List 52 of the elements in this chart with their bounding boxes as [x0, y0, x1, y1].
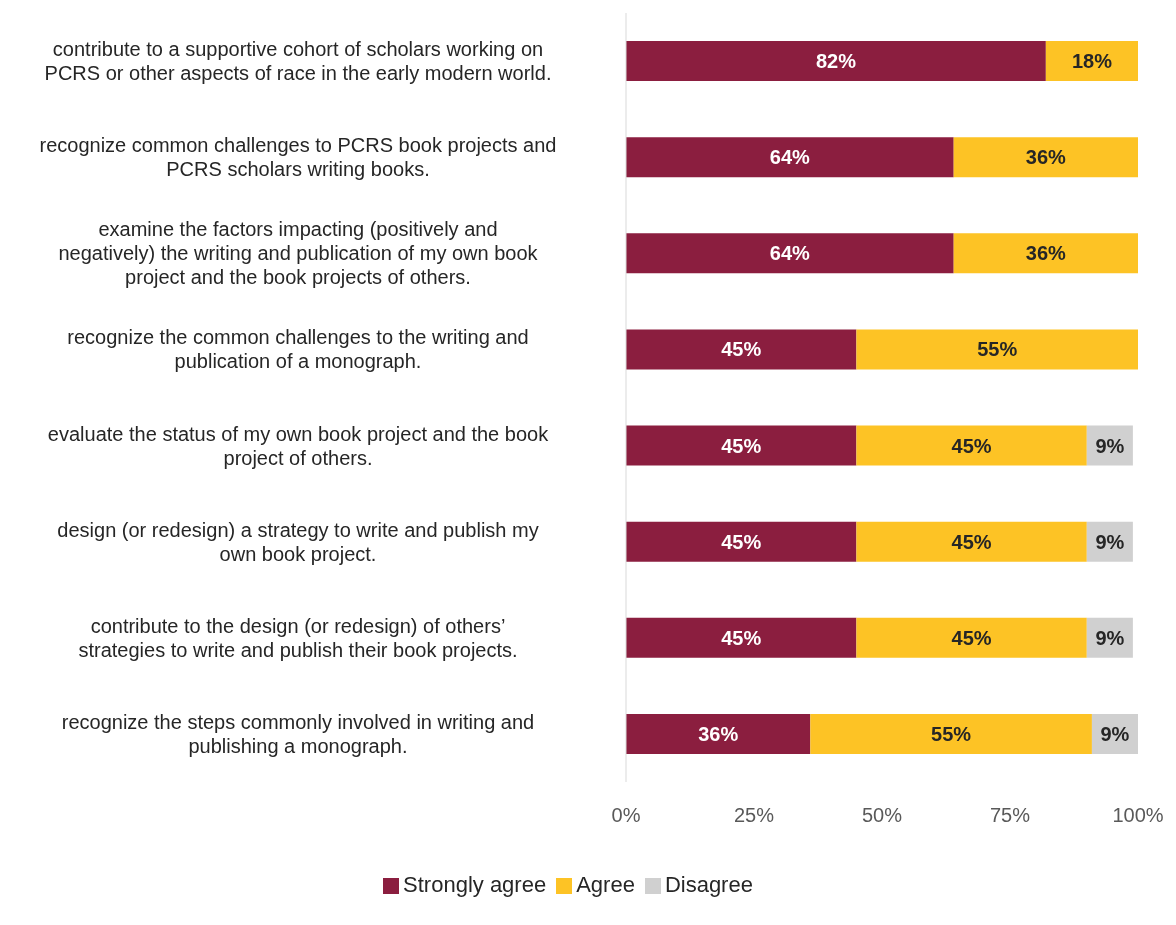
- data-label: 45%: [721, 338, 762, 361]
- data-label: 9%: [1095, 530, 1125, 553]
- bar: [626, 713, 811, 754]
- data-label: 55%: [931, 722, 972, 745]
- bar: [1045, 41, 1138, 81]
- bar: [856, 521, 1087, 562]
- data-label: 45%: [721, 434, 762, 457]
- y-tick-label: design (or redesign) a strategy to write and publish my own book project.: [57, 518, 539, 565]
- data-label: 45%: [721, 530, 762, 553]
- data-label: 9%: [1095, 626, 1125, 649]
- x-tick-label: 100%: [1112, 804, 1164, 827]
- y-tick-label: recognize the steps commonly involved in writing and publishing a monograph.: [61, 710, 535, 757]
- legend-label: Disagree: [664, 872, 753, 897]
- x-tick-label: 50%: [861, 804, 903, 827]
- bar: [626, 521, 857, 562]
- y-tick-label: contribute to a supportive cohort of scholars working on PCRS or other aspects of race in the early modern world.: [44, 38, 552, 85]
- y-tick-label: recognize the common challenges to the writing and publication of a monograph.: [67, 326, 529, 373]
- data-label: 64%: [769, 242, 811, 265]
- data-label: 36%: [1025, 242, 1067, 265]
- data-label: 45%: [721, 626, 762, 649]
- bar: [626, 41, 1046, 81]
- data-label: 45%: [951, 434, 992, 457]
- x-tick-label: 0%: [611, 804, 641, 827]
- x-tick-label: 75%: [989, 804, 1031, 827]
- bar: [626, 233, 954, 274]
- bar: [810, 713, 1092, 754]
- data-label: 64%: [769, 146, 811, 169]
- bar: [626, 617, 857, 658]
- data-label: 45%: [951, 626, 992, 649]
- legend-label: Strongly agree: [403, 872, 547, 897]
- bar: [953, 233, 1138, 274]
- bar: [626, 137, 954, 178]
- data-label: 36%: [698, 722, 739, 745]
- bar: [856, 425, 1087, 466]
- bar: [626, 329, 857, 370]
- y-tick-label: contribute to the design (or redesign) of others’ strategies to write and publish their book projects.: [78, 614, 518, 661]
- y-tick-label: recognize common challenges to PCRS book projects and PCRS scholars writing books.: [39, 134, 557, 181]
- bar: [953, 137, 1138, 178]
- bar: [856, 617, 1087, 658]
- data-label: 9%: [1095, 434, 1125, 457]
- data-label: 18%: [1071, 50, 1113, 72]
- y-tick-label: examine the factors impacting (positively and negatively) the writing and publication of my own book project and the book projects of others.: [58, 218, 539, 289]
- y-tick-label: evaluate the status of my own book project and the book project of others.: [47, 422, 550, 469]
- data-label: 55%: [977, 338, 1018, 361]
- data-label: 45%: [951, 530, 992, 553]
- bar: [626, 425, 857, 466]
- data-label: 9%: [1100, 722, 1130, 745]
- x-tick-label: 25%: [733, 804, 775, 827]
- data-label: 82%: [815, 50, 857, 72]
- bar: [856, 329, 1138, 370]
- legend-label: Agree: [576, 872, 635, 897]
- data-label: 36%: [1025, 146, 1067, 169]
